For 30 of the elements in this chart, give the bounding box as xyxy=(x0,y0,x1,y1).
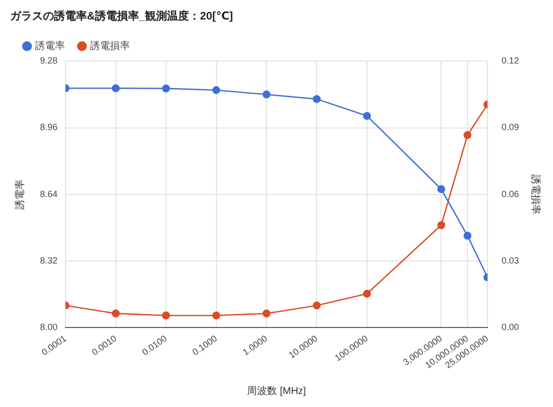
point xyxy=(312,95,321,104)
y-tick-label: 8.64 xyxy=(40,188,58,199)
legend-label: 誘電損率 xyxy=(90,40,130,52)
y-tick-label: 9.28 xyxy=(40,56,58,66)
y-axis-title: 誘電率 xyxy=(14,179,26,210)
y2-tick-label: 0.06 xyxy=(501,188,520,199)
point xyxy=(162,312,170,320)
point xyxy=(162,84,170,92)
x-axis-title: 周波数 [MHz] xyxy=(247,384,306,397)
point xyxy=(212,86,220,94)
y-tick-label: 8.32 xyxy=(40,255,58,266)
point xyxy=(262,90,270,98)
y2-tick-label: 0.03 xyxy=(501,255,520,266)
point xyxy=(312,302,321,310)
point xyxy=(363,112,371,120)
legend-label: 誘電率 xyxy=(35,40,65,52)
point xyxy=(112,84,120,92)
y2-tick-label: 0.00 xyxy=(501,322,520,332)
point xyxy=(212,312,220,320)
point xyxy=(464,232,472,240)
y2-tick-label: 0.12 xyxy=(501,56,520,66)
point xyxy=(112,310,120,318)
point xyxy=(262,310,270,318)
y-tick-label: 8.96 xyxy=(40,122,58,132)
y-tick-label: 8.00 xyxy=(40,322,58,332)
y2-axis-title: 誘電損率 xyxy=(529,174,542,214)
point xyxy=(363,290,371,298)
chart-title: ガラスの誘電率&誘電損率_観測温度：20[℃] xyxy=(10,10,234,23)
y2-tick-label: 0.09 xyxy=(501,122,520,132)
point xyxy=(464,131,472,140)
